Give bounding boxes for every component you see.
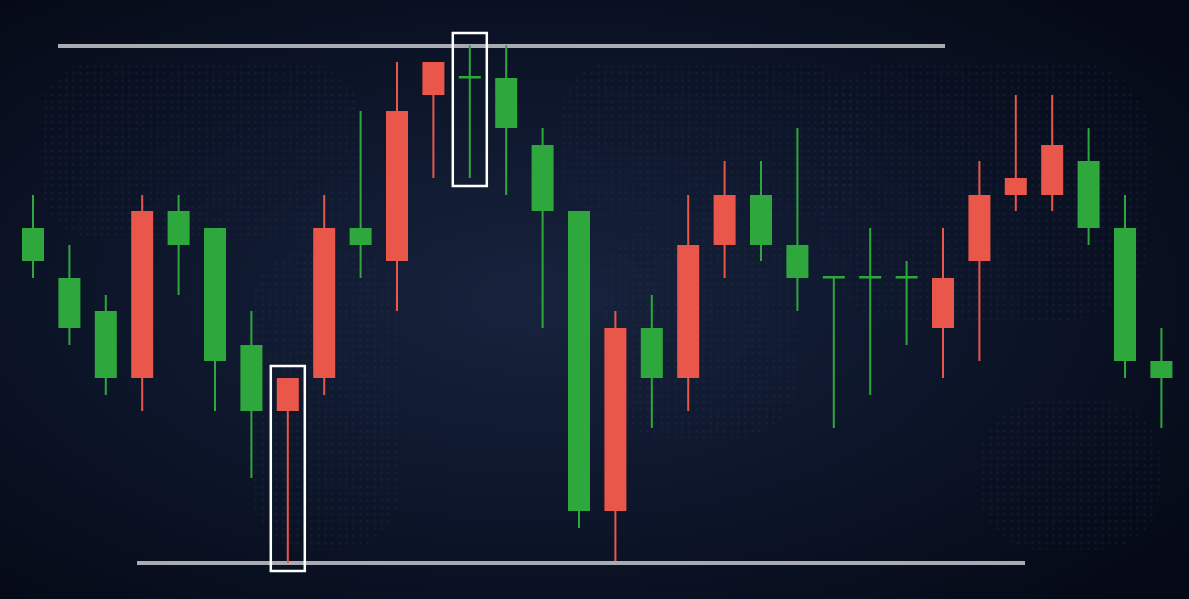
candle-body <box>968 195 991 261</box>
candle-body <box>822 276 845 279</box>
candle-body <box>531 145 554 211</box>
candle-body <box>204 228 226 361</box>
candle-body <box>677 245 700 378</box>
highlight-box <box>451 31 489 188</box>
candle-body <box>167 211 190 245</box>
candle-body <box>349 228 372 245</box>
candle-body <box>276 378 299 411</box>
candle-body <box>932 278 954 328</box>
candle-body <box>240 345 263 411</box>
candle-body <box>458 76 481 79</box>
candle-body <box>568 211 590 511</box>
candle-body <box>422 62 445 95</box>
candle-body <box>604 328 627 511</box>
candle-body <box>1077 161 1100 228</box>
candle-body <box>713 195 736 245</box>
highlight-box <box>269 364 307 573</box>
candle-body <box>750 195 772 245</box>
plot-area <box>22 31 1173 573</box>
candle-body <box>859 276 882 279</box>
candle-body <box>640 328 663 378</box>
candle-body <box>1041 145 1064 195</box>
candle-body <box>131 211 154 378</box>
candle-body <box>1150 361 1173 378</box>
world-map-dots <box>40 60 1160 550</box>
candle-body <box>22 228 44 261</box>
candle-body <box>495 78 518 128</box>
candle-body <box>895 276 918 279</box>
candle-body <box>58 278 81 328</box>
candle-body <box>786 245 809 278</box>
candle-body <box>386 111 408 261</box>
candle-body <box>1004 178 1027 195</box>
candle-body <box>94 311 117 378</box>
candle-body <box>1114 228 1136 361</box>
candle-body <box>313 228 336 378</box>
